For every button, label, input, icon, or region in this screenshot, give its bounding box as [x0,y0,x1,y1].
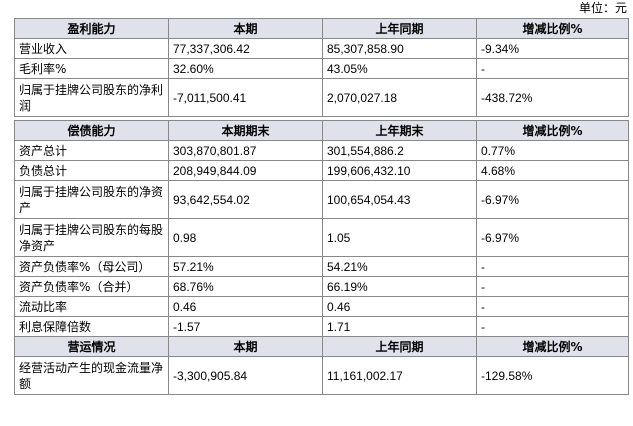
header-cell: 上年同期 [322,18,477,39]
change-value: - [476,316,629,337]
header-cell: 上年同期 [322,336,477,357]
header-cell: 本期 [168,336,323,357]
header-cell: 偿债能力 [14,120,169,141]
header-cell: 增减比例% [476,18,629,39]
header-cell: 盈利能力 [14,18,169,39]
row-label: 流动比率 [14,296,169,317]
operation-header-row: 营运情况 本期 上年同期 增减比例% [14,336,629,357]
table-row: 流动比率 0.46 0.46 - [14,296,629,317]
current-value: 93,642,554.02 [168,180,323,219]
row-label: 归属于挂牌公司股东的净利润 [14,78,169,117]
change-value: -438.72% [476,78,629,117]
row-label: 资产总计 [14,140,169,161]
table-row: 资产负债率%（母公司） 57.21% 54.21% - [14,256,629,277]
header-cell: 本期 [168,18,323,39]
row-label: 经营活动产生的现金流量净额 [14,356,169,395]
prior-value: 43.05% [322,58,477,79]
change-value: - [476,256,629,277]
table-row: 负债总计 208,949,844.09 199,606,432.10 4.68% [14,160,629,181]
current-value: 303,870,801.87 [168,140,323,161]
prior-value: 100,654,054.43 [322,180,477,219]
table-row: 归属于挂牌公司股东的每股净资产 0.98 1.05 -6.97% [14,218,629,257]
current-value: 57.21% [168,256,323,277]
current-value: -1.57 [168,316,323,337]
table-row: 营业收入 77,337,306.42 85,307,858.90 -9.34% [14,38,629,59]
change-value: -6.97% [476,218,629,257]
row-label: 利息保障倍数 [14,316,169,337]
current-value: 68.76% [168,276,323,297]
prior-value: 85,307,858.90 [322,38,477,59]
change-value: -6.97% [476,180,629,219]
current-value: 208,949,844.09 [168,160,323,181]
row-label: 营业收入 [14,38,169,59]
prior-value: 66.19% [322,276,477,297]
profit-header-row: 盈利能力 本期 上年同期 增减比例% [14,18,629,39]
prior-value: 11,161,002.17 [322,356,477,395]
table-row: 归属于挂牌公司股东的净资产 93,642,554.02 100,654,054.… [14,180,629,219]
change-value: - [476,58,629,79]
table-row: 归属于挂牌公司股东的净利润 -7,011,500.41 2,070,027.18… [14,78,629,117]
row-label: 归属于挂牌公司股东的净资产 [14,180,169,219]
header-cell: 营运情况 [14,336,169,357]
current-value: 77,337,306.42 [168,38,323,59]
prior-value: 2,070,027.18 [322,78,477,117]
header-cell: 增减比例% [476,336,629,357]
table-row: 资产总计 303,870,801.87 301,554,886.2 0.77% [14,140,629,161]
prior-value: 199,606,432.10 [322,160,477,181]
row-label: 毛利率% [14,58,169,79]
current-value: 0.46 [168,296,323,317]
row-label: 归属于挂牌公司股东的每股净资产 [14,218,169,257]
financial-table: 盈利能力 本期 上年同期 增减比例% 营业收入 77,337,306.42 85… [14,18,629,395]
change-value: - [476,276,629,297]
change-value: -9.34% [476,38,629,59]
solvency-header-row: 偿债能力 本期期末 上年期末 增减比例% [14,120,629,141]
header-cell: 本期期末 [168,120,323,141]
prior-value: 54.21% [322,256,477,277]
change-value: 0.77% [476,140,629,161]
prior-value: 1.71 [322,316,477,337]
row-label: 负债总计 [14,160,169,181]
current-value: 32.60% [168,58,323,79]
header-cell: 增减比例% [476,120,629,141]
change-value: 4.68% [476,160,629,181]
table-row: 资产负债率%（合并） 68.76% 66.19% - [14,276,629,297]
header-cell: 上年期末 [322,120,477,141]
table-row: 经营活动产生的现金流量净额 -3,300,905.84 11,161,002.1… [14,356,629,395]
change-value: - [476,296,629,317]
table-row: 利息保障倍数 -1.57 1.71 - [14,316,629,337]
prior-value: 0.46 [322,296,477,317]
current-value: -7,011,500.41 [168,78,323,117]
current-value: -3,300,905.84 [168,356,323,395]
prior-value: 301,554,886.2 [322,140,477,161]
row-label: 资产负债率%（合并） [14,276,169,297]
current-value: 0.98 [168,218,323,257]
table-row: 毛利率% 32.60% 43.05% - [14,58,629,79]
row-label: 资产负债率%（母公司） [14,256,169,277]
prior-value: 1.05 [322,218,477,257]
change-value: -129.58% [476,356,629,395]
unit-label: 单位：元 [578,1,627,15]
